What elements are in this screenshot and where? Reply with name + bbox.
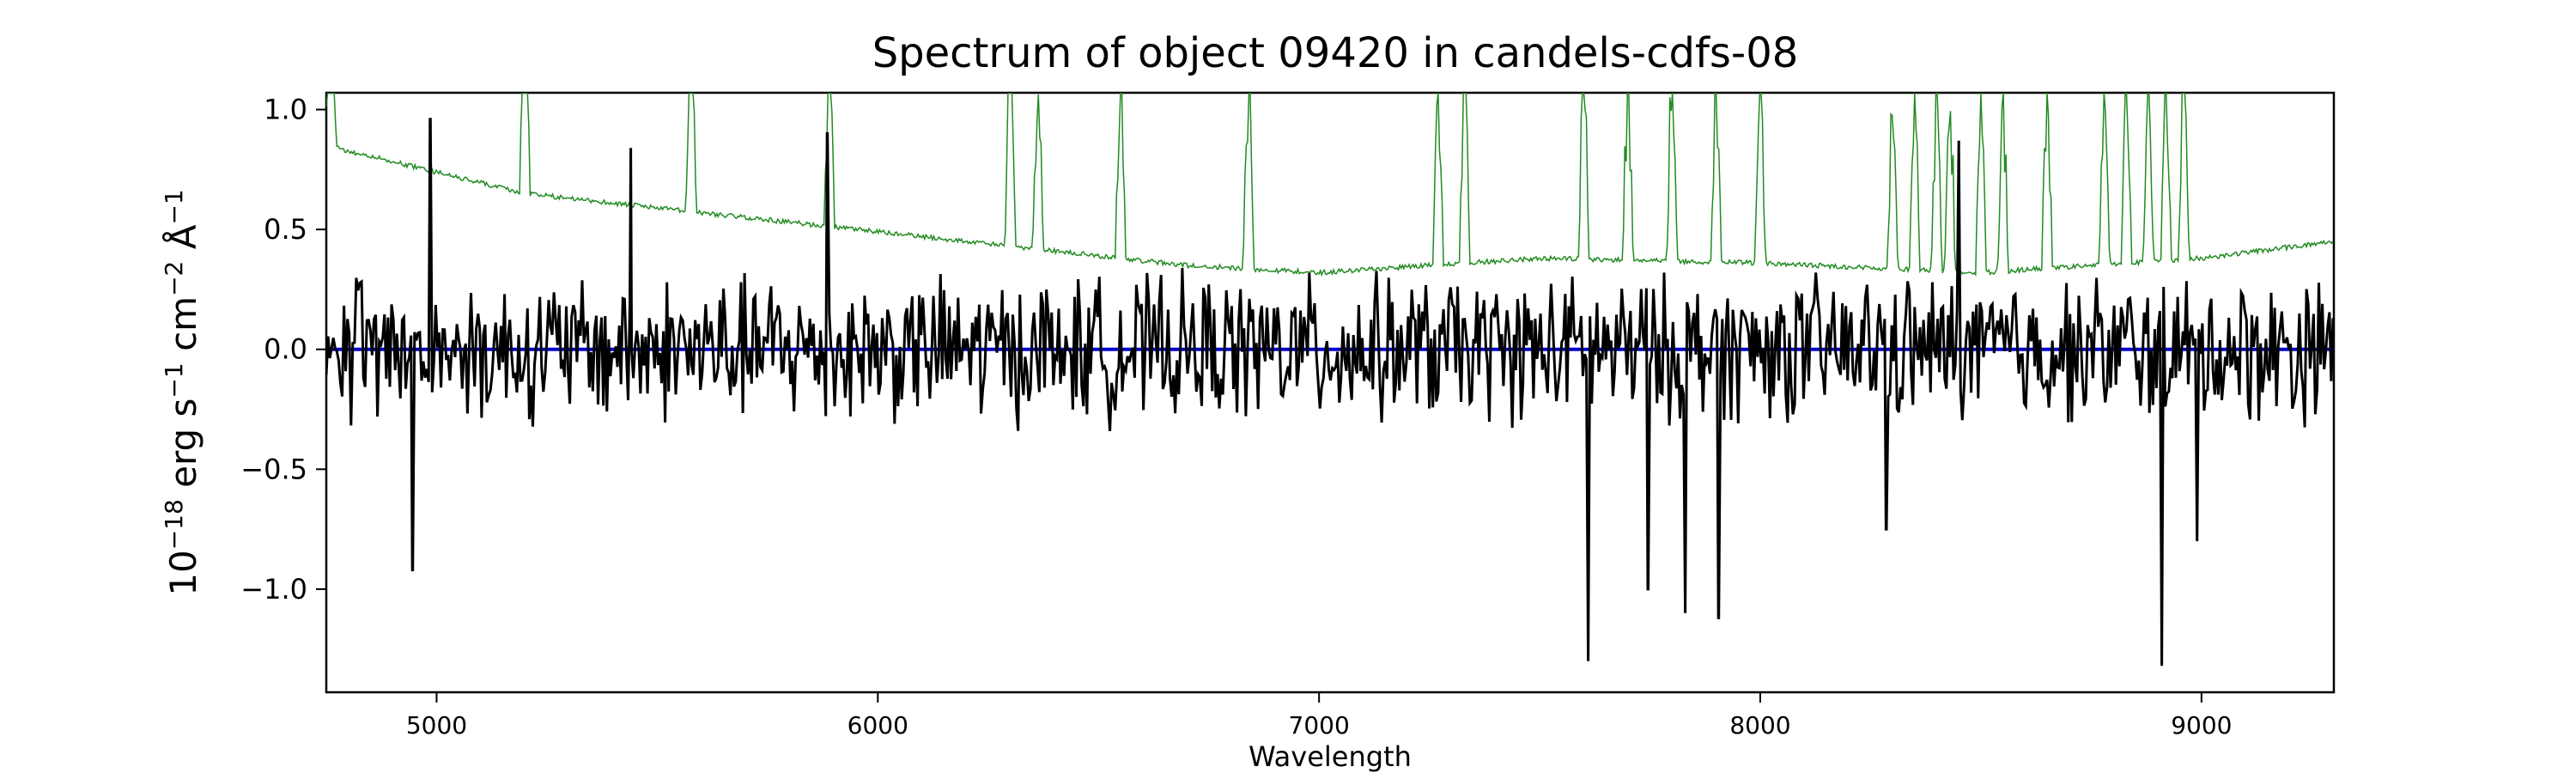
ylabel-coefficient: 10 — [162, 550, 204, 595]
x-axis: 5000 6000 7000 8000 9000 — [406, 692, 2232, 740]
x-tick-label: 6000 — [848, 711, 908, 740]
ylabel-erg: erg s — [162, 399, 204, 500]
x-tick-label: 5000 — [406, 711, 467, 740]
ylabel-exp-s: −1 — [160, 362, 188, 398]
flux-spectrum-line — [326, 118, 2334, 666]
y-tick-label: 0.5 — [264, 213, 307, 246]
y-axis-label: 10−18 erg s−1 cm−2 Å−1 — [160, 189, 205, 595]
plot-area — [325, 91, 2336, 694]
y-axis: −1.0 −0.5 0.0 0.5 1.0 — [240, 94, 326, 606]
y-tick-label: −0.5 — [240, 453, 307, 485]
ylabel-exp: −18 — [160, 499, 188, 550]
y-tick-label: 1.0 — [264, 94, 307, 126]
x-axis-label: Wavelength — [1249, 740, 1412, 773]
x-tick-label: 9000 — [2171, 711, 2232, 740]
y-tick-label: 0.0 — [264, 333, 307, 366]
y-tick-label: −1.0 — [240, 573, 307, 606]
series-layer — [326, 93, 2334, 666]
error-spectrum-line — [326, 93, 2334, 277]
ylabel-exp-angstrom: −1 — [160, 189, 188, 224]
x-tick-label: 8000 — [1729, 711, 1790, 740]
x-tick-label: 7000 — [1289, 711, 1350, 740]
ylabel-exp-cm: −2 — [160, 261, 188, 296]
ylabel-cm: cm — [162, 296, 204, 362]
chart-title: Spectrum of object 09420 in candels-cdfs… — [872, 29, 1799, 77]
ylabel-angstrom: Å — [161, 224, 204, 260]
svg-text:10−18 erg s−1 cm−2 Å−1: 10−18 erg s−1 cm−2 Å−1 — [160, 189, 205, 595]
plot-frame — [325, 91, 2336, 694]
